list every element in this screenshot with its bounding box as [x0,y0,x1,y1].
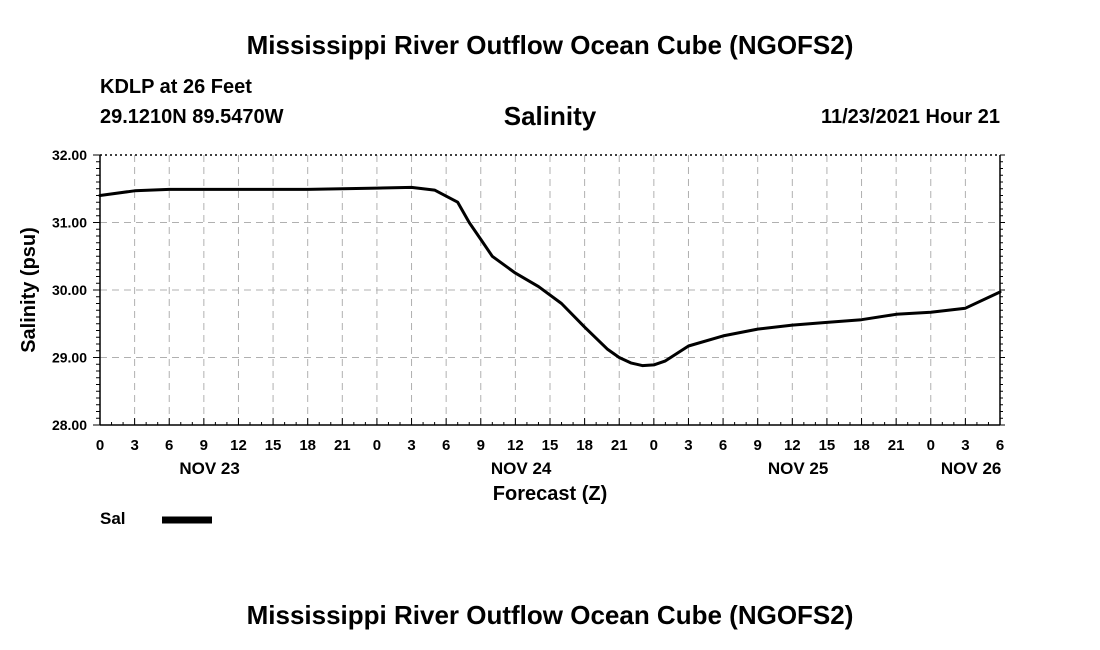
chart-title: Mississippi River Outflow Ocean Cube (NG… [246,30,854,60]
y-tick-label: 28.00 [52,417,87,433]
legend: Sal [100,509,212,528]
x-tick-label: 0 [927,437,935,454]
x-tick-label: 18 [853,437,870,454]
x-tick-label: 3 [684,437,692,454]
x-tick-label: 3 [407,437,415,454]
x-tick-label: 3 [961,437,969,454]
x-tick-label: 18 [299,437,316,454]
x-tick-label: 21 [888,437,905,454]
day-label: NOV 23 [179,459,239,478]
x-tick-label: 6 [442,437,450,454]
series-line-sal [98,185,1002,368]
x-tick-label: 0 [373,437,381,454]
x-tick-label: 3 [130,437,138,454]
x-tick-label: 0 [650,437,658,454]
day-label: NOV 24 [491,459,552,478]
y-axis-title: Salinity (psu) [18,227,40,353]
legend-label: Sal [100,509,126,528]
y-tick-label: 29.00 [52,350,87,366]
day-label: NOV 25 [768,459,828,478]
footer-title: Mississippi River Outflow Ocean Cube (NG… [246,600,854,630]
x-tick-label: 6 [719,437,727,454]
gridlines [100,155,1000,425]
y-tick-label: 31.00 [52,215,87,231]
x-tick-label: 12 [230,437,247,454]
x-tick-label: 21 [334,437,351,454]
x-tick-label: 18 [576,437,593,454]
x-tick-label: 12 [507,437,524,454]
forecast-timestamp: 11/23/2021 Hour 21 [820,106,1000,128]
station-label: KDLP at 26 Feet [100,76,252,98]
x-tick-label: 12 [784,437,801,454]
x-tick-label: 6 [165,437,173,454]
x-tick-label: 6 [996,437,1004,454]
x-tick-label: 15 [542,437,559,454]
x-tick-label: 9 [200,437,208,454]
x-tick-label: 9 [477,437,485,454]
x-tick-label: 21 [611,437,628,454]
y-tick-label: 32.00 [52,147,87,163]
x-tick-label: 15 [819,437,836,454]
data-layer [98,185,1002,368]
station-coordinates: 29.1210N 89.5470W [100,106,284,128]
x-tick-label: 0 [96,437,104,454]
y-tick-label: 30.00 [52,282,87,298]
x-tick-label: 15 [265,437,282,454]
day-label: NOV 26 [941,459,1001,478]
x-tick-label: 9 [754,437,762,454]
axes: 0 3 6 9 12 15 18 21 0 3 6 9 12 15 18 21 0 3 6 9 12 15 18 21 0 3 6N… [18,147,1005,505]
x-axis-title: Forecast (Z) [493,483,607,505]
variable-title: Salinity [503,101,597,131]
